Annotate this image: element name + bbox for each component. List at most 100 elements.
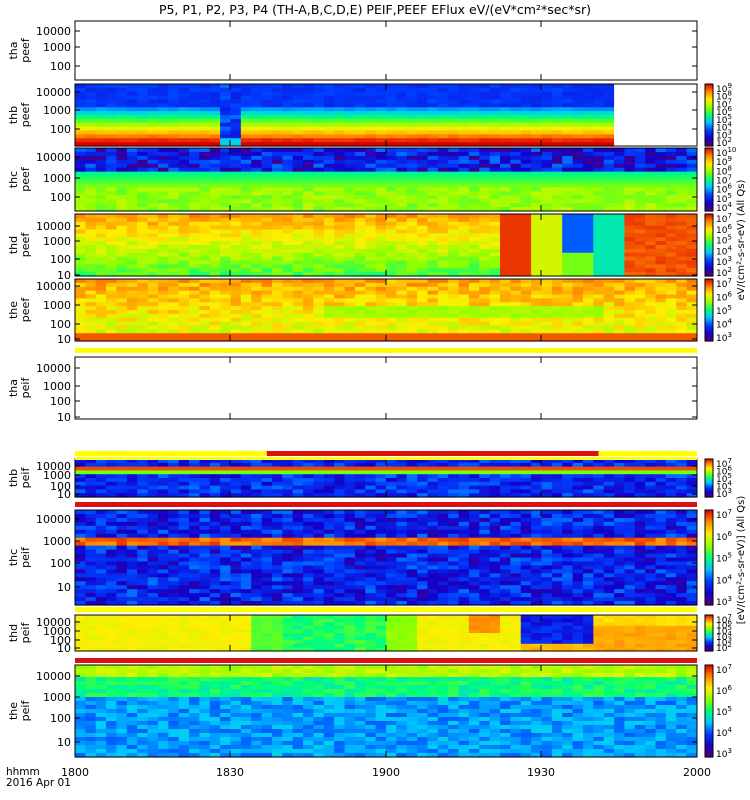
colorbar-swatch [705,174,713,177]
heatmap-cell [375,298,387,303]
heatmap-cell [396,325,408,330]
heatmap-cell [365,217,377,223]
heatmap-cell [375,151,387,157]
heatmap-cell [106,217,118,223]
colorbar-swatch [705,159,713,162]
heatmap-cell [199,115,211,120]
heatmap-cell [85,593,97,598]
heatmap-cell [95,260,107,265]
heatmap-cell [665,294,677,299]
heatmap-cell [520,317,532,323]
heatmap-cell [126,264,138,269]
heatmap-cell [634,489,646,494]
heatmap-cell [458,134,470,139]
heatmap-cell [458,91,470,97]
heatmap-cell [106,474,118,479]
heatmap-cell [365,155,377,161]
heatmap-cell [209,107,221,112]
heatmap-cell [634,302,646,307]
heatmap-cell [292,474,304,479]
heatmap-cell [334,282,346,288]
heatmap-cell [126,593,138,598]
heatmap-cell [240,489,252,494]
heatmap-cell [582,115,594,120]
heatmap-cell [458,111,470,116]
heatmap-cell [614,298,626,303]
heatmap-cell [126,306,138,311]
heatmap-cell [624,214,636,219]
heatmap-cell [468,163,480,169]
heatmap-cell [386,325,397,330]
heatmap-cell [603,286,615,292]
heatmap-cell [85,163,97,169]
heatmap-cell [448,282,460,288]
heatmap-cell [251,329,263,334]
heatmap-cell [126,214,138,219]
heatmap-cell [157,252,169,258]
heatmap-cell [220,163,232,169]
heatmap-cell [406,282,418,288]
heatmap-cell [271,163,283,169]
heatmap-cell [240,115,252,120]
heatmap-cell [168,601,180,606]
heatmap-cell [282,268,294,273]
heatmap-cell [406,264,418,269]
heatmap-cell [582,142,594,147]
colorbar-swatch [705,107,713,110]
heatmap-cell [427,474,439,479]
heatmap-cell [510,317,522,323]
heatmap-cell [251,279,263,284]
heatmap-cell [634,321,646,327]
heatmap-cell [520,175,532,181]
heatmap-cell [645,256,657,262]
heatmap-cell [95,256,107,262]
heatmap-cell [551,233,563,238]
heatmap-cell [500,229,511,234]
heatmap-cell [344,462,356,468]
heatmap-cell [468,474,480,479]
heatmap-cell [375,268,387,273]
heatmap-cell [126,207,138,212]
heatmap-cell [406,179,418,185]
heatmap-cell [220,111,232,116]
heatmap-cell [271,126,283,132]
heatmap-cell [551,84,563,89]
heatmap-cell [603,493,615,498]
heatmap-cell [396,95,408,101]
heatmap-cell [614,207,626,212]
heatmap-cell [168,310,180,315]
heatmap-cell [406,221,418,227]
heatmap-cell [572,294,584,299]
heatmap-cell [375,95,387,101]
heatmap-cell [334,103,346,108]
heatmap-cell [582,302,594,307]
heatmap-cell [645,459,657,464]
heatmap-cell [500,171,511,177]
heatmap-cell [157,561,169,567]
heatmap-cell [520,466,532,471]
heatmap-cell [603,485,615,490]
heatmap-cell [665,233,677,238]
heatmap-cell [178,217,190,223]
heatmap-cell [489,115,501,120]
heatmap-cell [116,470,128,475]
y-tick-label: 100 [50,123,71,136]
heatmap-cell [593,302,605,307]
heatmap-cell [75,317,86,323]
heatmap-cell [500,298,511,303]
heatmap-cell [655,241,667,246]
panel-ylabel: thb [7,469,20,487]
heatmap-cell [468,248,480,254]
heatmap-cell [147,313,159,319]
heatmap-cell [220,91,232,97]
heatmap-cell [365,87,377,93]
heatmap-cell [147,493,159,498]
heatmap-cell [500,87,511,93]
heatmap-cell [292,111,304,116]
heatmap-cell [147,549,159,555]
heatmap-cell [427,470,439,475]
heatmap-cell [220,493,232,498]
heatmap-cell [572,317,584,323]
heatmap-cell [282,148,294,153]
heatmap-cell [147,107,159,112]
